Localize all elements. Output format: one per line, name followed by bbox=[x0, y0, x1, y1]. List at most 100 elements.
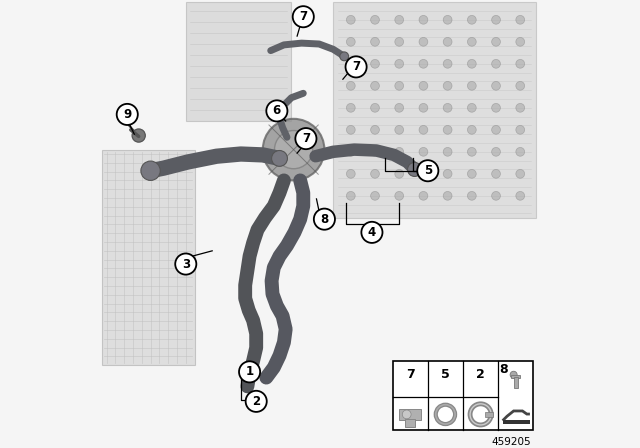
Circle shape bbox=[492, 125, 500, 134]
Text: 2: 2 bbox=[252, 395, 260, 408]
Circle shape bbox=[444, 147, 452, 156]
Circle shape bbox=[271, 151, 287, 166]
Circle shape bbox=[346, 103, 355, 112]
Circle shape bbox=[346, 191, 355, 200]
Circle shape bbox=[132, 129, 145, 142]
Circle shape bbox=[346, 37, 355, 46]
Circle shape bbox=[492, 147, 500, 156]
Circle shape bbox=[346, 82, 355, 90]
Circle shape bbox=[371, 60, 380, 68]
Text: 4: 4 bbox=[368, 226, 376, 239]
Circle shape bbox=[419, 125, 428, 134]
Circle shape bbox=[346, 125, 355, 134]
Circle shape bbox=[467, 15, 476, 24]
Text: 7: 7 bbox=[406, 368, 415, 381]
Circle shape bbox=[371, 191, 380, 200]
Circle shape bbox=[516, 191, 525, 200]
Circle shape bbox=[175, 254, 196, 275]
Circle shape bbox=[263, 119, 324, 181]
Circle shape bbox=[444, 191, 452, 200]
Circle shape bbox=[467, 103, 476, 112]
Circle shape bbox=[141, 161, 160, 181]
Bar bbox=[405, 419, 415, 426]
Circle shape bbox=[239, 361, 260, 383]
Text: 459205: 459205 bbox=[492, 437, 531, 448]
Circle shape bbox=[467, 147, 476, 156]
Circle shape bbox=[417, 160, 438, 181]
Circle shape bbox=[419, 60, 428, 68]
Bar bbox=[186, 2, 291, 121]
Circle shape bbox=[116, 104, 138, 125]
Circle shape bbox=[444, 82, 452, 90]
Circle shape bbox=[467, 169, 476, 178]
Bar bbox=[399, 409, 421, 420]
Text: 7: 7 bbox=[302, 132, 310, 145]
Circle shape bbox=[346, 169, 355, 178]
Circle shape bbox=[346, 60, 355, 68]
Circle shape bbox=[395, 82, 404, 90]
Circle shape bbox=[467, 37, 476, 46]
Text: 5: 5 bbox=[441, 368, 450, 381]
Bar bbox=[102, 150, 195, 365]
Circle shape bbox=[371, 37, 380, 46]
Circle shape bbox=[516, 147, 525, 156]
Circle shape bbox=[444, 15, 452, 24]
Circle shape bbox=[510, 371, 517, 378]
Circle shape bbox=[516, 125, 525, 134]
Bar bbox=[511, 375, 520, 378]
Circle shape bbox=[371, 125, 380, 134]
Circle shape bbox=[395, 147, 404, 156]
Circle shape bbox=[371, 169, 380, 178]
Circle shape bbox=[492, 191, 500, 200]
Bar bbox=[514, 377, 518, 388]
Circle shape bbox=[492, 15, 500, 24]
Circle shape bbox=[419, 82, 428, 90]
Circle shape bbox=[516, 169, 525, 178]
Circle shape bbox=[346, 56, 367, 78]
Circle shape bbox=[295, 128, 316, 149]
Bar bbox=[392, 361, 533, 431]
Circle shape bbox=[395, 37, 404, 46]
Circle shape bbox=[408, 162, 422, 177]
Text: 9: 9 bbox=[123, 108, 131, 121]
Bar bbox=[333, 2, 536, 218]
Circle shape bbox=[516, 37, 525, 46]
Circle shape bbox=[444, 125, 452, 134]
Circle shape bbox=[467, 125, 476, 134]
Circle shape bbox=[395, 103, 404, 112]
Circle shape bbox=[419, 169, 428, 178]
Circle shape bbox=[492, 37, 500, 46]
Text: 6: 6 bbox=[273, 104, 281, 117]
Circle shape bbox=[419, 147, 428, 156]
Circle shape bbox=[371, 15, 380, 24]
Circle shape bbox=[346, 15, 355, 24]
Bar bbox=[502, 420, 530, 424]
Circle shape bbox=[275, 130, 313, 169]
Circle shape bbox=[467, 82, 476, 90]
Circle shape bbox=[419, 37, 428, 46]
Circle shape bbox=[492, 103, 500, 112]
Text: 7: 7 bbox=[352, 60, 360, 73]
Circle shape bbox=[444, 103, 452, 112]
Circle shape bbox=[403, 410, 411, 419]
Text: 3: 3 bbox=[182, 258, 190, 271]
Circle shape bbox=[314, 209, 335, 230]
Circle shape bbox=[292, 6, 314, 27]
Circle shape bbox=[395, 169, 404, 178]
Text: 1: 1 bbox=[246, 366, 253, 379]
Text: 7: 7 bbox=[300, 10, 307, 23]
Circle shape bbox=[340, 52, 349, 61]
Circle shape bbox=[516, 15, 525, 24]
Circle shape bbox=[467, 191, 476, 200]
Text: 2: 2 bbox=[476, 368, 485, 381]
Text: 8: 8 bbox=[320, 213, 328, 226]
Circle shape bbox=[419, 191, 428, 200]
Circle shape bbox=[492, 169, 500, 178]
Circle shape bbox=[371, 82, 380, 90]
Circle shape bbox=[467, 60, 476, 68]
Circle shape bbox=[419, 15, 428, 24]
Circle shape bbox=[492, 82, 500, 90]
Circle shape bbox=[246, 391, 267, 412]
Circle shape bbox=[395, 60, 404, 68]
Circle shape bbox=[371, 103, 380, 112]
